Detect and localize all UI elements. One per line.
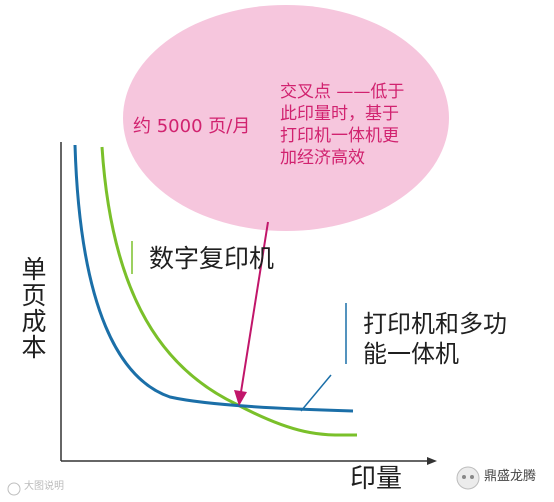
volume-label: 约 5000 页/月 xyxy=(133,116,251,137)
watermark-left-icon xyxy=(7,482,21,496)
watermark-right-icon xyxy=(456,466,480,490)
crossover-arrowhead xyxy=(234,390,247,406)
copier-cost-curve xyxy=(100,146,358,437)
watermark-right-text: 鼎盛龙腾 xyxy=(484,469,537,484)
watermark-left-text: 大图说明 xyxy=(24,481,64,492)
mfp-cost-curve xyxy=(73,144,354,413)
x-axis-arrowhead xyxy=(427,457,437,465)
annotation-bubble xyxy=(123,5,449,231)
crossover-note-line-4: 加经济高效 xyxy=(280,148,365,168)
crossover-note-line-3: 打印机一体机更 xyxy=(280,126,399,146)
crossover-note-line-2: 此印量时，基于 xyxy=(280,104,399,124)
copier-series-label: 数字复印机 xyxy=(149,244,275,273)
y-axis-label: 单页成本 xyxy=(21,255,47,362)
crossover-arrow-shaft xyxy=(240,221,269,393)
mfp-series-label-line-1: 打印机和多功 xyxy=(363,310,507,338)
mfp-label-leader xyxy=(300,374,332,412)
mfp-series-label-line-2: 能一体机 xyxy=(363,340,459,368)
x-axis-label: 印量 xyxy=(350,464,403,494)
crossover-note-line-1: 交叉点 ——低于 xyxy=(280,82,405,102)
